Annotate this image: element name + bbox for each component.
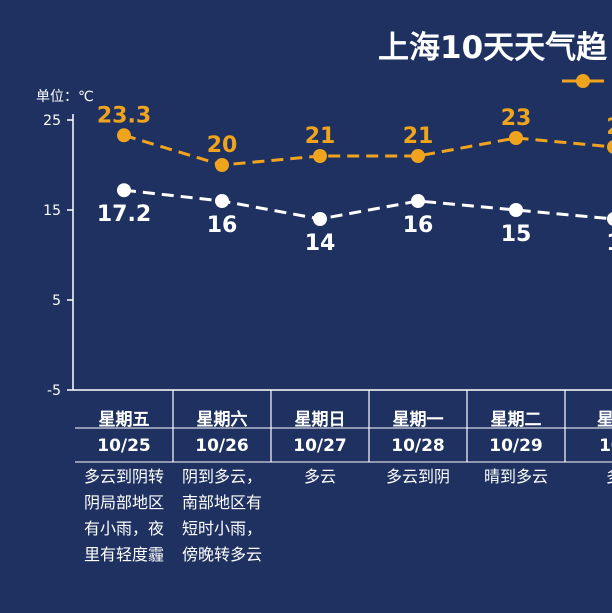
series-1-data-label-5: 1 — [606, 231, 612, 256]
series-1-point-1 — [215, 194, 229, 208]
weather-description-3: 多云到阴 — [385, 467, 450, 486]
y-tick-label-3: -5 — [47, 383, 61, 399]
weekday-label-4: 星期二 — [490, 410, 542, 430]
x-tick-label-1: 10/26 — [195, 436, 249, 456]
series-0-line — [123, 133, 612, 167]
series-1-point-0 — [117, 183, 131, 198]
y-tick-label-1: 15 — [43, 203, 61, 219]
x-tick-label-3: 10/28 — [391, 436, 445, 456]
series-0-data-label-0: 23.3 — [97, 103, 151, 128]
x-tick-label-4: 10/29 — [489, 436, 543, 456]
series-1-point-4 — [509, 203, 523, 217]
legend — [562, 74, 604, 88]
series-0-point-2 — [313, 149, 327, 163]
series-0-point-4 — [509, 131, 523, 145]
series-1-data-label-4: 15 — [501, 222, 532, 247]
weather-description-5: 多 — [568, 464, 612, 490]
y-tick-label-2: 5 — [52, 293, 61, 309]
series-1-data-label-0: 17.2 — [97, 202, 151, 227]
series-1-data-label-3: 16 — [403, 213, 434, 238]
series-1-point-5 — [607, 212, 612, 226]
series-0-data-label-5: 2 — [606, 115, 612, 140]
weekday-label-2: 星期日 — [294, 410, 346, 430]
weekday-label-1: 星期六 — [196, 410, 248, 430]
series-0-point-3 — [411, 149, 425, 163]
series-0-point-5 — [607, 140, 612, 154]
y-tick-label-0: 25 — [43, 113, 61, 129]
weather-description-0: 多云到阴转阴局部地区有小雨，夜里有轻度霾 — [83, 467, 164, 564]
series-0-data-label-3: 21 — [403, 124, 434, 149]
chart-title: 上海10天天气趋 — [378, 30, 608, 66]
weekday-label-3: 星期一 — [392, 410, 444, 430]
x-tick-label-5: 10/ — [599, 436, 612, 456]
weekday-label-0: 星期五 — [98, 410, 150, 430]
series-0-point-1 — [215, 158, 229, 172]
x-tick-label-0: 10/25 — [97, 436, 151, 456]
weather-description-2: 多云 — [303, 467, 336, 486]
weather-description-1: 阴到多云，南部地区有短时小雨，傍晚转多云 — [181, 467, 262, 564]
chart-axes: 25 15 5 -5 — [43, 113, 612, 463]
weekday-label-5: 星期 — [597, 410, 612, 430]
series-1-data-label-2: 14 — [305, 231, 336, 256]
series-0-point-0 — [117, 128, 131, 143]
series-1-point-3 — [411, 194, 425, 208]
weather-description-4: 晴到多云 — [483, 467, 548, 486]
series-1-line — [123, 188, 612, 221]
unit-label: 单位：℃ — [36, 89, 94, 105]
series-0-data-label-4: 23 — [501, 106, 532, 131]
x-tick-label-2: 10/27 — [293, 436, 347, 456]
series-layer: 23.3 20 21 21 23 2 17.2 16 14 16 15 1 — [97, 103, 612, 256]
series-0-data-label-2: 21 — [305, 124, 336, 149]
series-1-point-2 — [313, 212, 327, 226]
legend-marker-high — [576, 74, 590, 88]
series-0-data-label-1: 20 — [207, 133, 238, 158]
series-1-data-label-1: 16 — [207, 213, 238, 238]
